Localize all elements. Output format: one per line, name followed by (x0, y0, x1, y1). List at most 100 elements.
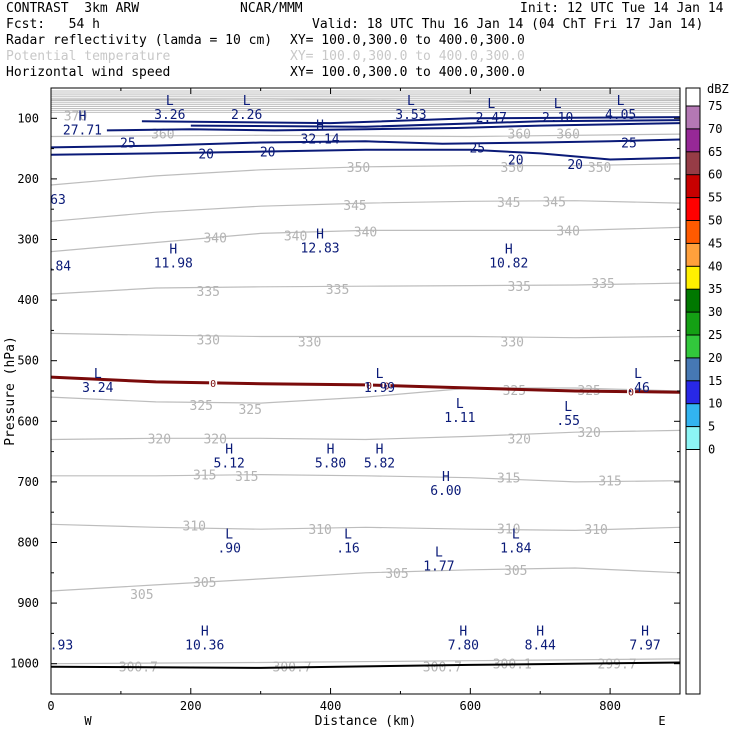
y-axis-label: Pressure (hPa) (3, 336, 18, 446)
theta-label: 320 (148, 432, 171, 447)
extremum-value: 5.82 (364, 457, 395, 472)
x-axis-label: Distance (km) (315, 714, 417, 729)
theta-contour-330 (51, 332, 680, 339)
extremum-value: 7.80 (448, 638, 479, 653)
zero-dbz-label-bg (382, 379, 391, 391)
extremum-high-marker: H (376, 443, 384, 458)
extremum-value: 3.53 (395, 108, 426, 123)
wind-contour-25 (51, 138, 680, 149)
theta-label: 335 (591, 277, 614, 292)
extremum-low-marker: L (94, 367, 102, 382)
theta-label: 310 (308, 523, 331, 538)
theta-label: 310 (497, 523, 520, 538)
theta-label: 325 (190, 399, 213, 414)
theta-contour-305 (51, 567, 680, 592)
extremum-value: 12.83 (301, 242, 340, 257)
theta-label: 345 (542, 195, 565, 210)
extremum-low-marker: L (376, 367, 384, 382)
theta-label: 350 (588, 161, 611, 176)
colorbar-segment (686, 426, 700, 450)
extremum-high-marker: H (225, 443, 233, 458)
colorbar-segment (686, 151, 700, 175)
x-tick-label: 0 (47, 699, 54, 713)
zero-dbz-label-bg (364, 379, 373, 391)
y-tick-label: 200 (17, 172, 39, 186)
extremum-value: 2.10 (542, 111, 573, 126)
theta-label: 335 (326, 283, 349, 298)
field-name-wind: Horizontal wind speed (6, 65, 171, 80)
extremum-low-marker: L (435, 546, 443, 561)
colorbar-level-label: 75 (708, 99, 722, 113)
extremum-low-marker: L (344, 528, 352, 543)
extremum-value: 63 (50, 193, 66, 208)
extremum-value: .46 (626, 381, 649, 396)
theta-label: 360 (556, 127, 579, 142)
theta-label: 330 (197, 333, 220, 348)
wind-label: 20 (567, 158, 583, 173)
extremum-high-marker: H (316, 228, 324, 243)
extremum-value: 27.71 (63, 123, 102, 138)
field-name-theta: Potential temperature (6, 49, 171, 64)
colorbar-segment (686, 380, 700, 404)
theta-label: 345 (497, 196, 520, 211)
extremum-low-marker: L (617, 94, 625, 109)
extremum-low-marker: L (512, 528, 520, 543)
theta-contour-310 (51, 523, 680, 532)
colorbar-segment (686, 266, 700, 290)
extremum-value: 10.36 (185, 638, 224, 653)
colorbar-level-label: 5 (708, 420, 715, 434)
theta-label: 310 (584, 523, 607, 538)
theta-label: 320 (508, 432, 531, 447)
field-xy-wind: XY= 100.0,300.0 to 400.0,300.0 (290, 65, 525, 80)
colorbar-level-label: 40 (708, 259, 722, 273)
wind-label: 25 (469, 141, 485, 156)
wind-contour-30 (141, 116, 680, 125)
extremum-value: 2.26 (231, 108, 262, 123)
x-tick-label: 800 (599, 699, 621, 713)
extremum-value: 32.14 (301, 132, 340, 147)
colorbar-segment (686, 174, 700, 198)
extremum-value: 6.00 (430, 484, 461, 499)
extremum-value: .90 (217, 542, 240, 557)
colorbar-segment (686, 289, 700, 313)
extremum-low-marker: L (487, 97, 495, 112)
theta-label: 300.7 (423, 661, 462, 676)
extremum-high-marker: H (641, 624, 649, 639)
theta-label: 305 (504, 564, 527, 579)
theta-label: 330 (501, 335, 524, 350)
extremum-value: 5.12 (214, 457, 245, 472)
theta-label: 299.7 (598, 658, 637, 673)
y-tick-label: 1000 (10, 657, 39, 671)
colorbar-level-label: 10 (708, 397, 722, 411)
extremum-value: .55 (556, 414, 579, 429)
y-tick-label: 300 (17, 233, 39, 247)
x-end-east: E (658, 714, 665, 728)
theta-contour-315 (51, 473, 680, 483)
theta-label: 340 (203, 232, 226, 247)
extremum-high-marker: H (316, 118, 324, 133)
x-tick-label: 600 (459, 699, 481, 713)
theta-contour-325 (51, 387, 680, 404)
colorbar-level-label: 20 (708, 351, 722, 365)
extremum-value: 1.77 (423, 560, 454, 575)
wind-label: 20 (508, 154, 524, 169)
x-tick-label: 200 (180, 699, 202, 713)
extremum-value: 5.80 (315, 457, 346, 472)
colorbar-level-label: 25 (708, 328, 722, 342)
zero-dbz-label: 0 (210, 379, 216, 390)
colorbar-level-label: 30 (708, 305, 722, 319)
colorbar-segment (686, 88, 700, 106)
theta-contour-340 (51, 226, 680, 253)
extremum-low-marker: L (407, 94, 415, 109)
extremum-high-marker: H (442, 470, 450, 485)
colorbar-segment (686, 106, 700, 129)
colorbar-level-label: 45 (708, 236, 722, 250)
extremum-value: 3.24 (82, 381, 113, 396)
extremum-value: 4.05 (605, 108, 636, 123)
theta-label: 350 (347, 161, 370, 176)
colorbar-level-label: 35 (708, 282, 722, 296)
zero-dbz-label: 0 (628, 388, 634, 399)
x-tick-label: 400 (320, 699, 342, 713)
y-tick-label: 400 (17, 293, 39, 307)
